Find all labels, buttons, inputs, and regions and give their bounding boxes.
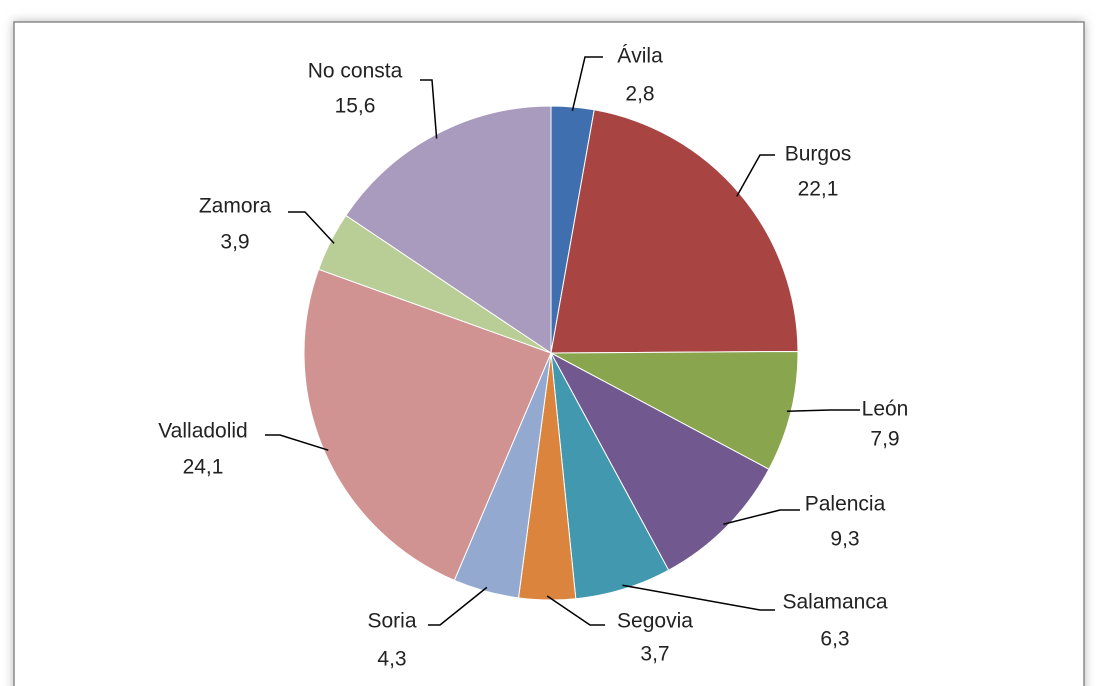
leader-line [265, 434, 329, 451]
slice-label: Zamora [199, 195, 272, 218]
leader-line [571, 56, 603, 112]
leader-line [723, 509, 800, 526]
leader-line [546, 595, 605, 626]
value-label: 4,3 [377, 648, 406, 671]
slice-label: Salamanca [782, 591, 887, 614]
pie-slice [550, 350, 799, 470]
value-label: 2,8 [625, 83, 654, 106]
pie-slice [345, 105, 552, 354]
value-label: 3,9 [220, 231, 249, 254]
labels: Ávila 2,8 Burgos 22,1 León 7,9 Palencia 9,3 Sala… [158, 45, 908, 671]
slice-label: Segovia [617, 610, 693, 633]
slice-label: Burgos [785, 143, 852, 166]
leader-line [736, 154, 775, 197]
pie [303, 105, 799, 601]
leader-line [622, 584, 775, 611]
value-label: 3,7 [640, 643, 669, 666]
pie-slice [549, 351, 770, 571]
leader-line [288, 211, 335, 244]
pie-slice [550, 109, 799, 354]
value-label: 6,3 [820, 628, 849, 651]
value-label: 15,6 [335, 95, 376, 118]
slice-label: Ávila [617, 45, 663, 68]
leader-line [786, 409, 860, 412]
slice-label: Valladolid [158, 420, 248, 443]
pie-slice [303, 268, 552, 581]
value-label: 7,9 [870, 428, 899, 451]
slice-label: Palencia [805, 493, 886, 516]
leader-line [420, 79, 438, 139]
value-label: 22,1 [798, 178, 839, 201]
slice-label: Soria [367, 610, 416, 633]
value-label: 24,1 [183, 456, 224, 479]
slice-label: No consta [308, 60, 403, 83]
slice-label: León [862, 398, 909, 421]
value-label: 9,3 [830, 528, 859, 551]
leader-line [428, 586, 488, 626]
